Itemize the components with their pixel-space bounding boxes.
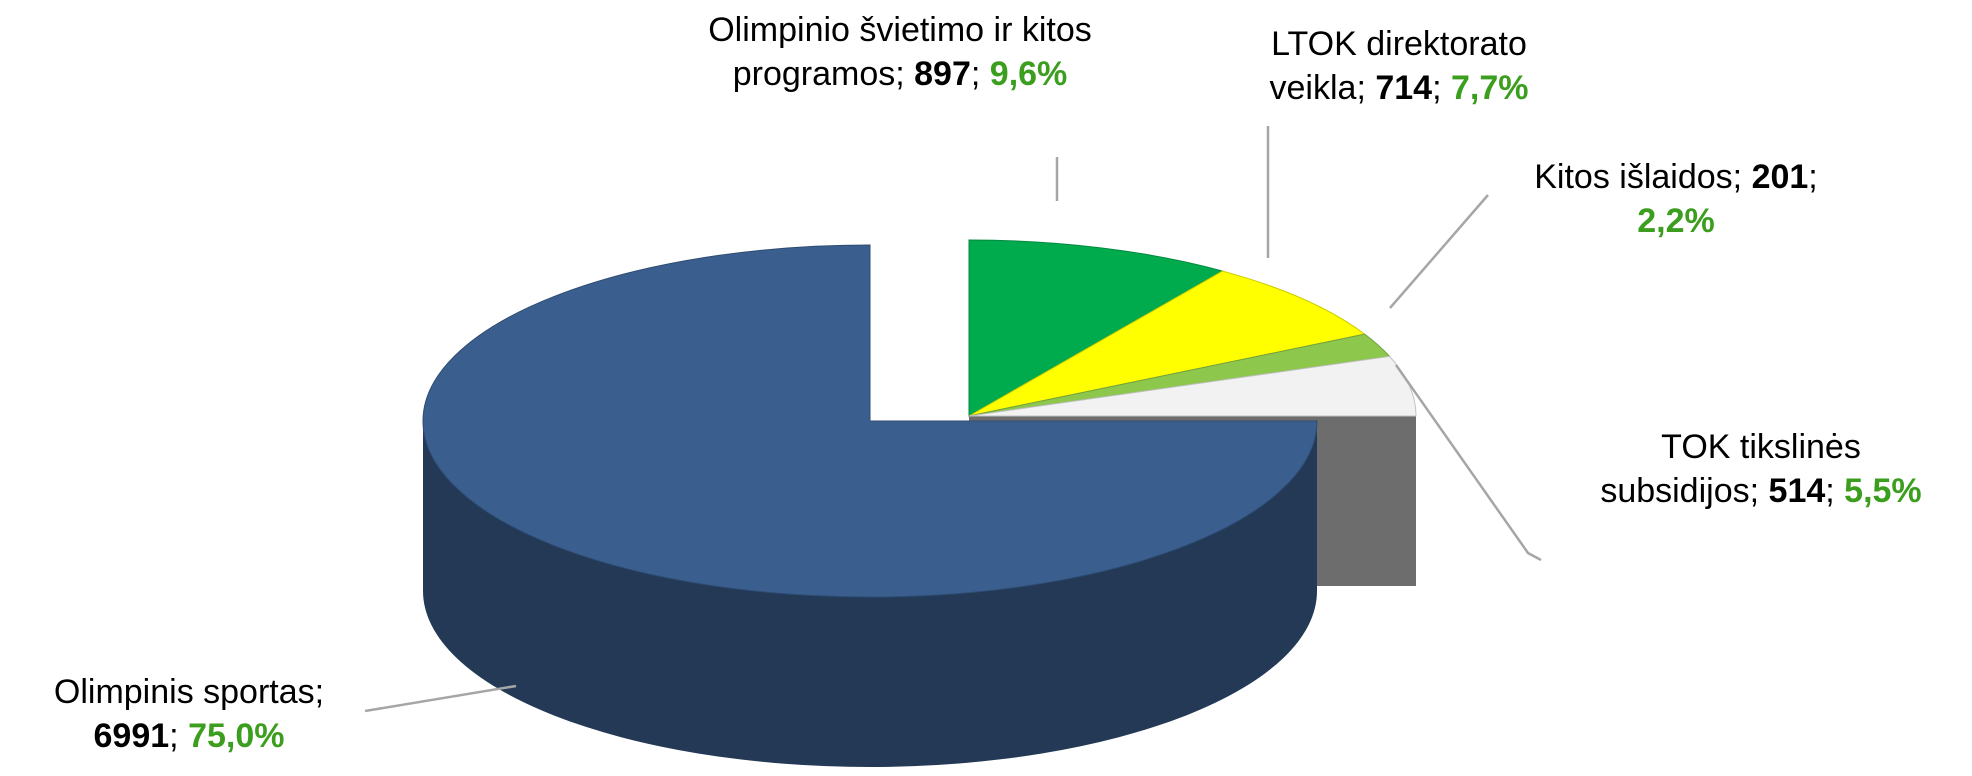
label-percent: 7,7%: [1450, 69, 1529, 108]
label-percent: 2,2%: [1637, 202, 1715, 241]
label-value: 6991: [93, 717, 170, 756]
label-percent: 75,0%: [188, 717, 285, 756]
label-value: 897: [914, 55, 971, 94]
slice-label: Olimpinio švietimo ir kitos programos; 8…: [690, 8, 1110, 96]
slice-label: Kitos išlaidos; 201; 2,2%: [1516, 155, 1836, 243]
separator: ;: [1808, 158, 1818, 196]
label-name: TOK tikslinės subsidijos: [1600, 428, 1861, 511]
separator: ;: [169, 717, 179, 756]
leader-line: [364, 684, 517, 713]
slice: [968, 239, 1224, 417]
separator: ;: [1356, 69, 1366, 108]
slice-label: LTOK direktorato veikla; 714; 7,7%: [1249, 22, 1549, 110]
slice-wall: [423, 421, 1317, 767]
slices: [422, 239, 1417, 767]
slice: [968, 270, 1366, 417]
separator: ;: [895, 55, 905, 94]
separator: ;: [1749, 472, 1760, 511]
separator: ;: [1732, 158, 1743, 196]
label-name: Olimpinis sportas: [53, 673, 315, 711]
slice-label: TOK tikslinės subsidijos; 514; 5,5%: [1586, 425, 1936, 513]
label-value: 201: [1751, 158, 1809, 196]
label-percent: 9,6%: [989, 55, 1068, 94]
slice-label: Olimpinis sportas; 6991; 75,0%: [34, 670, 344, 758]
label-name: Olimpinio švietimo ir kitos programos: [708, 11, 1092, 94]
leader-line: [1389, 194, 1489, 309]
separator: ;: [1432, 69, 1442, 108]
label-percent: 5,5%: [1844, 472, 1922, 511]
separator: ;: [1825, 472, 1835, 511]
label-value: 714: [1375, 69, 1433, 108]
label-name: LTOK direktorato veikla: [1269, 25, 1527, 108]
label-value: 514: [1768, 472, 1826, 511]
label-name: Kitos išlaidos: [1534, 158, 1733, 196]
leader-line: [1394, 364, 1542, 562]
slice: [422, 244, 1318, 598]
separator: ;: [314, 673, 325, 711]
separator: ;: [970, 55, 981, 94]
